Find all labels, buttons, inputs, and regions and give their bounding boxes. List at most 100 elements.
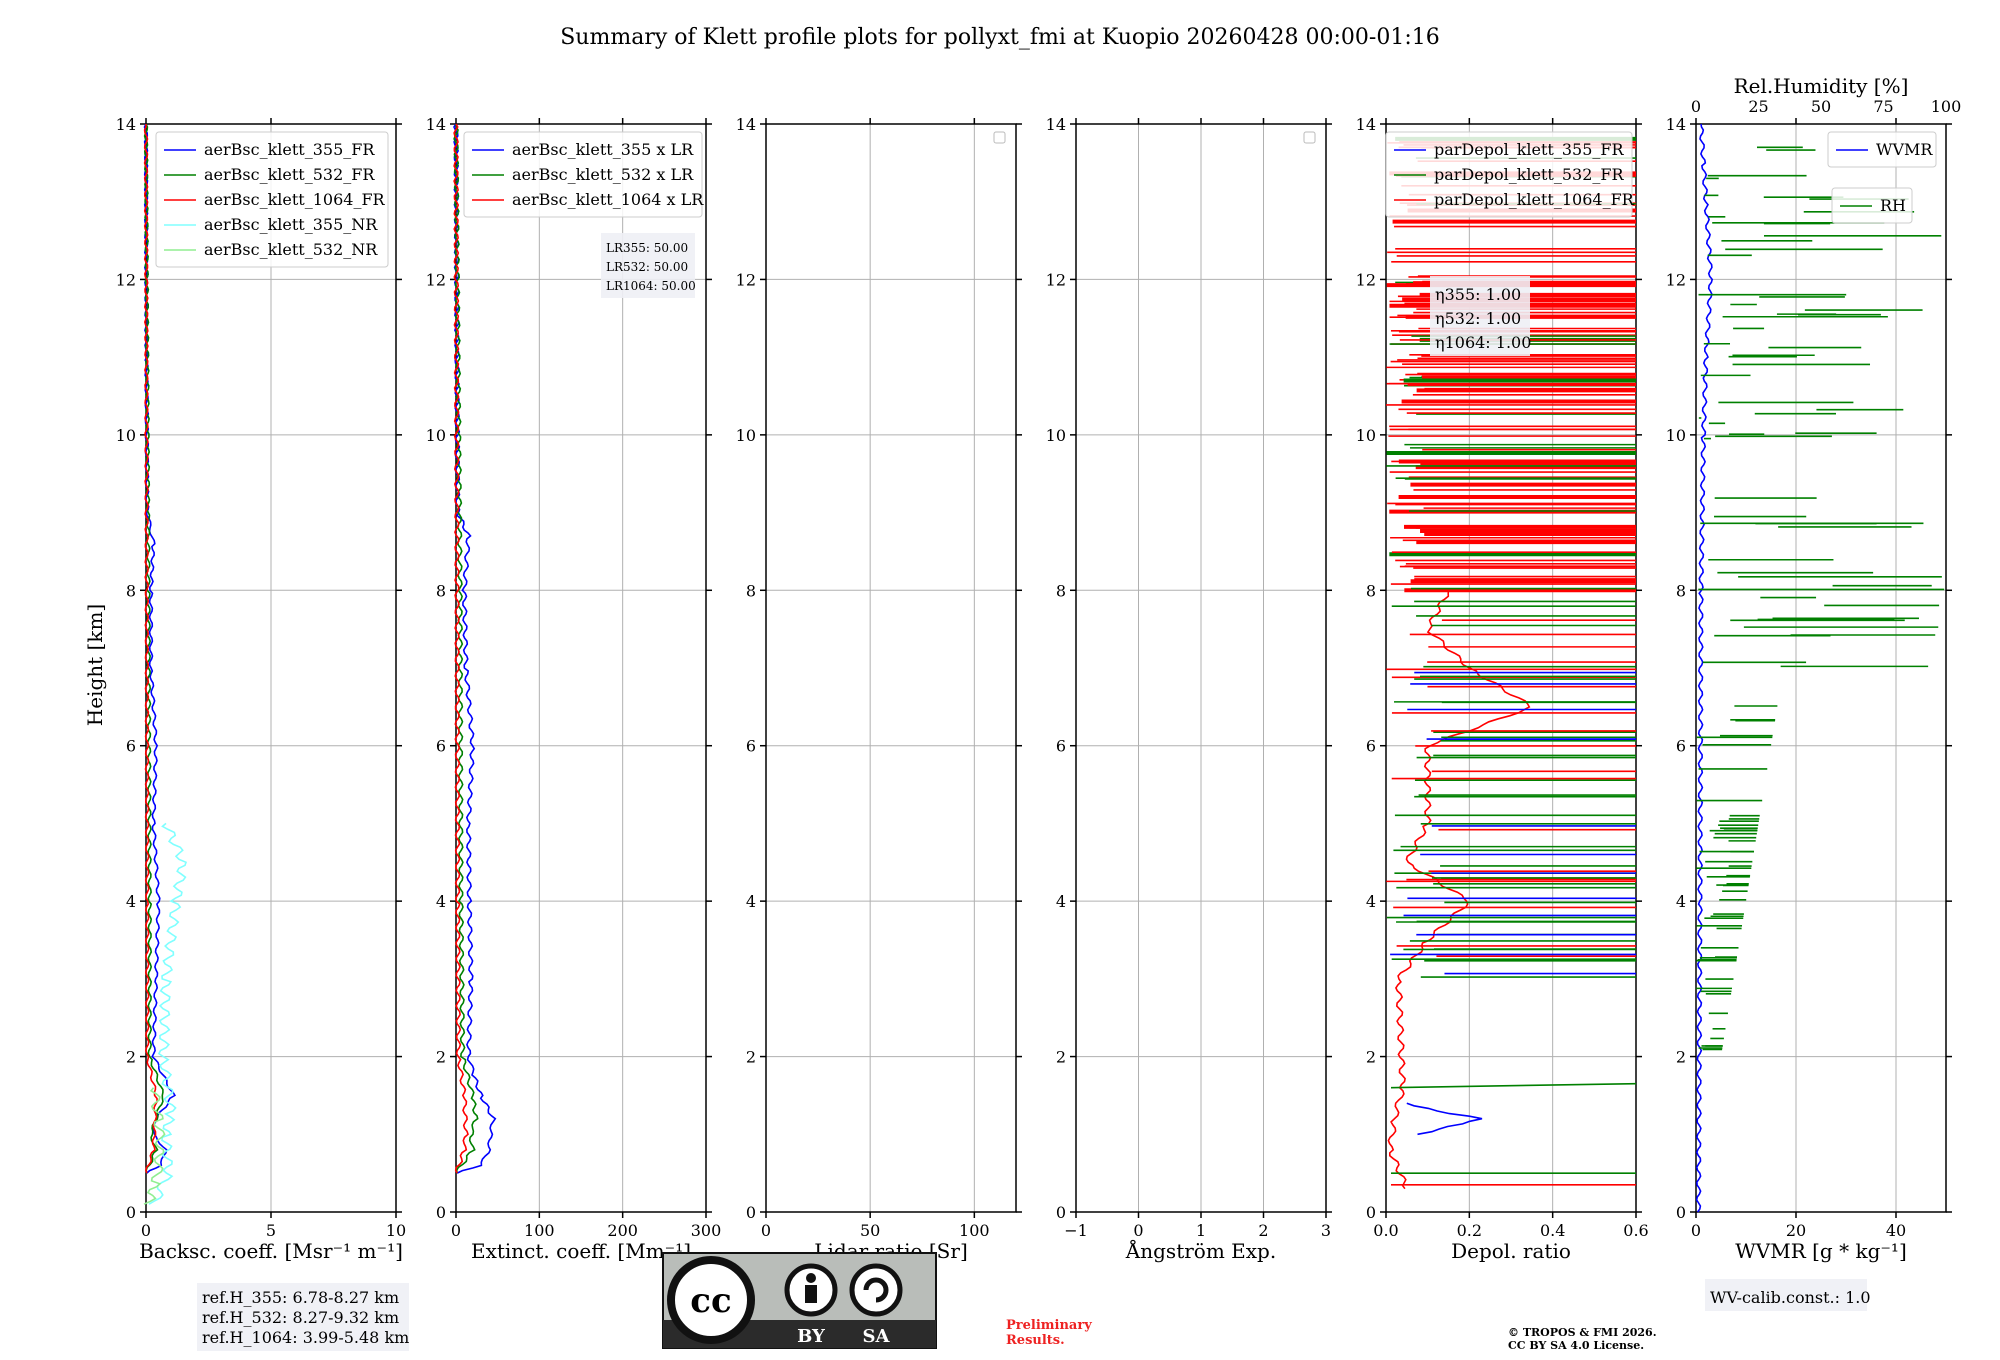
y-tick-label: 10	[1666, 426, 1686, 445]
legend-label: aerBsc_klett_532 x LR	[512, 165, 694, 184]
y-tick-label: 14	[736, 115, 756, 134]
x-axis-label-ang: Ångström Exp.	[1125, 1238, 1276, 1263]
sa-share-icon	[849, 1263, 903, 1317]
x-tick-label: 0.6	[1623, 1221, 1648, 1240]
y-tick-label: 8	[436, 581, 446, 600]
copyright-line: © TROPOS & FMI 2026.	[1508, 1326, 1657, 1339]
plot-frame	[1385, 123, 1637, 1213]
top-tick-label: 0	[1691, 97, 1701, 116]
x-tick-label: 100	[959, 1221, 990, 1240]
x-tick-label: 10	[386, 1221, 406, 1240]
series-parDepol_klett_355_FR	[1406, 1102, 1483, 1136]
top-axis-label: Rel.Humidity [%]	[1734, 74, 1909, 98]
info-line: LR355: 50.00	[606, 241, 688, 255]
legend-label: aerBsc_klett_1064_FR	[204, 190, 386, 209]
y-tick-label: 10	[1046, 426, 1066, 445]
x-tick-label: 5	[266, 1221, 276, 1240]
legend-box	[1827, 131, 1937, 168]
info-line: LR532: 50.00	[606, 260, 688, 274]
rh-segments	[1696, 146, 1945, 1051]
info-line: ref.H_532: 8.27-9.32 km	[202, 1308, 399, 1327]
y-tick-label: 8	[746, 581, 756, 600]
y-tick-label: 12	[1666, 270, 1686, 289]
y-tick-label: 0	[1366, 1203, 1376, 1222]
x-tick-label: 3	[1321, 1221, 1331, 1240]
legend-label: aerBsc_klett_532_FR	[204, 165, 375, 184]
y-tick-label: 10	[1356, 426, 1376, 445]
info-line: ref.H_1064: 3.99-5.48 km	[202, 1328, 409, 1347]
y-tick-label: 0	[746, 1203, 756, 1222]
x-tick-label: 0	[141, 1221, 151, 1240]
y-tick-label: 4	[436, 892, 446, 911]
legend-label: parDepol_klett_355_FR	[1434, 140, 1625, 159]
top-tick-label: 100	[1931, 97, 1962, 116]
legend-box	[155, 131, 389, 268]
empty-legend-box	[993, 131, 1006, 144]
y-tick-label: 10	[116, 426, 136, 445]
y-tick-label: 6	[746, 737, 756, 756]
legend-bsc: aerBsc_klett_355_FR aerBsc_klett_532_FRae…	[155, 131, 389, 268]
series-WVMR	[1695, 123, 1714, 1213]
y-axis-label: Height [km]	[83, 604, 107, 726]
series-aerBsc_klett_355 x LR	[453, 123, 497, 1174]
plot-frame	[455, 123, 707, 1213]
info-box-bg	[1430, 276, 1530, 356]
y-tick-label: 4	[746, 892, 756, 911]
top-tick-label: 25	[1748, 97, 1768, 116]
depol-line	[1390, 1082, 1637, 1089]
series-parDepol_klett_1064_FR	[1387, 590, 1531, 1190]
x-tick-label: −1	[1064, 1221, 1088, 1240]
x-tick-label: 50	[860, 1221, 880, 1240]
legend-ext: aerBsc_klett_355 x LR aerBsc_klett_532 x …	[463, 131, 704, 218]
cc-license-badge[interactable]: cc BY SA	[662, 1252, 937, 1349]
info-box-bg	[197, 1283, 409, 1351]
series-aerBsc_klett_355_FR	[143, 123, 177, 1174]
y-tick-label: 12	[1356, 270, 1376, 289]
eta-info-box: η355: 1.00 η532: 1.00 η1064: 1.00	[1430, 276, 1531, 356]
wv-calib-box: WV-calib.const.: 1.0	[1705, 1279, 1871, 1311]
y-tick-label: 14	[1356, 115, 1376, 134]
x-axis-label-ext: Extinct. coeff. [Mm⁻¹]	[471, 1239, 691, 1263]
info-line: LR1064: 50.00	[606, 279, 696, 293]
y-tick-label: 0	[126, 1203, 136, 1222]
legend-rh: RH	[1831, 187, 1913, 224]
y-tick-label: 0	[436, 1203, 446, 1222]
x-tick-label: 0	[451, 1221, 461, 1240]
x-tick-label: 0	[1691, 1221, 1701, 1240]
y-tick-label: 6	[1056, 737, 1066, 756]
y-tick-label: 4	[1676, 892, 1686, 911]
legend-label: aerBsc_klett_532_NR	[204, 240, 378, 259]
y-tick-label: 6	[436, 737, 446, 756]
copyright-label: © TROPOS & FMI 2026.CC BY SA 4.0 License…	[1508, 1326, 1657, 1352]
legend-label: aerBsc_klett_1064 x LR	[512, 190, 704, 209]
y-tick-label: 8	[126, 581, 136, 600]
y-tick-label: 0	[1056, 1203, 1066, 1222]
y-tick-label: 6	[1366, 737, 1376, 756]
y-tick-label: 6	[1676, 737, 1686, 756]
x-tick-label: 0.4	[1540, 1221, 1565, 1240]
preliminary-line: Results.	[1006, 1333, 1065, 1348]
y-tick-label: 4	[126, 892, 136, 911]
top-tick-label: 50	[1811, 97, 1831, 116]
x-tick-label: 100	[524, 1221, 555, 1240]
info-box-bg	[1705, 1279, 1867, 1311]
y-tick-label: 8	[1676, 581, 1686, 600]
y-tick-label: 14	[1046, 115, 1066, 134]
legend-label: aerBsc_klett_355_FR	[204, 140, 375, 159]
lr-info-box: LR355: 50.00 LR532: 50.00 LR1064: 50.00	[601, 233, 696, 298]
x-tick-label: 300	[691, 1221, 722, 1240]
y-tick-label: 8	[1056, 581, 1066, 600]
by-label: BY	[797, 1326, 826, 1347]
info-line: η355: 1.00	[1435, 285, 1521, 304]
y-tick-label: 2	[436, 1048, 446, 1067]
figure-title: Summary of Klett profile plots for polly…	[560, 25, 1440, 50]
x-axis-label-dep: Depol. ratio	[1451, 1239, 1571, 1263]
y-tick-label: 12	[1046, 270, 1066, 289]
series-aerBsc_klett_1064 x LR	[453, 123, 469, 1174]
